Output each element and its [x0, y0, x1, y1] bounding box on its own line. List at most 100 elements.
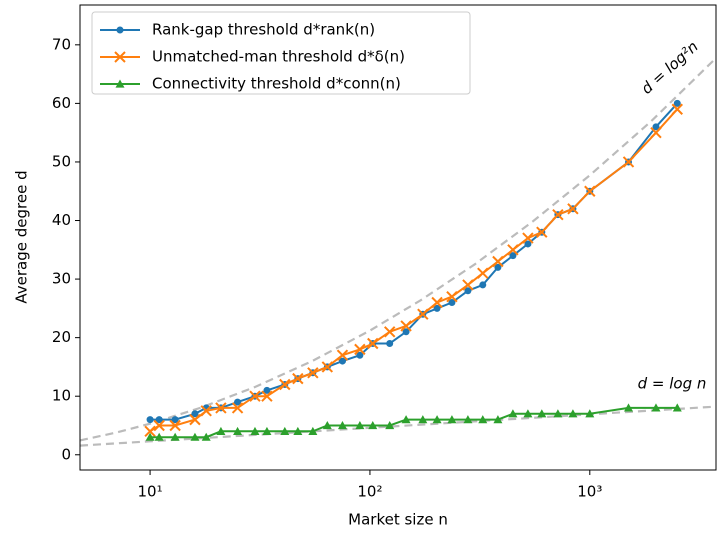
point [671, 103, 683, 115]
point [191, 410, 199, 418]
point [651, 403, 661, 412]
y-tick-label: 30 [52, 270, 71, 288]
point [568, 409, 578, 418]
point [509, 252, 517, 260]
point [522, 232, 534, 244]
point [524, 240, 532, 248]
point [250, 426, 260, 435]
legend: Rank-gap threshold d*rank(n) Unmatched-ma… [91, 11, 471, 95]
point [385, 420, 395, 430]
point [263, 386, 271, 394]
point [234, 398, 242, 406]
point [233, 426, 243, 435]
y-tick-label: 60 [52, 94, 71, 112]
point [536, 226, 548, 238]
point [477, 267, 489, 279]
point [463, 415, 473, 424]
point [354, 343, 366, 356]
point [293, 426, 303, 435]
point [280, 426, 290, 435]
point [171, 416, 179, 424]
point [402, 328, 410, 336]
y-tick-label: 70 [52, 35, 71, 53]
reference-line [79, 57, 717, 442]
point [507, 244, 519, 256]
point [368, 420, 378, 430]
point [338, 357, 346, 365]
point [523, 409, 533, 418]
point [552, 208, 564, 221]
point [189, 413, 201, 426]
series [146, 99, 681, 424]
point [417, 308, 429, 320]
point [321, 361, 334, 373]
point [493, 415, 503, 424]
x-tick-label: 10² [357, 483, 382, 501]
point [567, 203, 579, 215]
point [446, 290, 458, 303]
point [418, 415, 428, 424]
point [622, 156, 635, 168]
point [336, 349, 349, 361]
point [494, 263, 502, 271]
series-line [150, 406, 678, 439]
point [464, 287, 472, 295]
point [652, 123, 660, 131]
point [356, 351, 364, 359]
point [308, 426, 318, 435]
point [537, 409, 547, 418]
x-axis-label: Market size n [348, 511, 448, 529]
point [355, 420, 365, 430]
point [432, 415, 442, 424]
point [672, 403, 682, 412]
reference-label: d = log n [638, 375, 707, 393]
point [448, 299, 456, 307]
point [386, 340, 394, 348]
point [231, 402, 244, 414]
point [153, 419, 165, 432]
series-line [150, 102, 679, 421]
legend-label: Unmatched-man threshold d*δ(n) [152, 48, 405, 66]
point [261, 390, 273, 402]
y-tick-label: 10 [52, 387, 71, 405]
point [650, 126, 662, 139]
point [478, 415, 488, 424]
point [584, 185, 596, 197]
legend-label: Connectivity threshold d*conn(n) [152, 75, 401, 93]
point [479, 281, 487, 289]
plot-frame [79, 4, 717, 471]
x-tick-label: 10³ [577, 483, 602, 501]
point [155, 416, 163, 424]
point [170, 432, 180, 441]
point [462, 279, 474, 291]
point [508, 409, 518, 418]
series [144, 103, 683, 438]
point [292, 372, 304, 385]
point [249, 390, 261, 402]
series-line [149, 108, 679, 433]
y-tick-label: 40 [52, 211, 71, 229]
point [401, 415, 411, 424]
point [215, 402, 227, 414]
legend-box [91, 11, 471, 95]
point [201, 432, 211, 441]
point [146, 416, 154, 424]
point [262, 426, 272, 435]
point [190, 432, 200, 441]
point [144, 425, 156, 438]
reference-label: d = log²n [638, 38, 702, 98]
point [585, 409, 595, 418]
point [400, 320, 412, 332]
y-tick-label: 50 [52, 152, 71, 170]
point [337, 420, 347, 430]
point [200, 405, 212, 417]
legend-marker [116, 26, 124, 34]
point [367, 337, 379, 350]
point [431, 296, 443, 309]
legend-label: Rank-gap threshold d*rank(n) [152, 21, 375, 39]
point [154, 432, 164, 441]
point [307, 367, 319, 379]
point [624, 403, 634, 412]
point [322, 420, 332, 430]
legend-marker [114, 51, 126, 63]
